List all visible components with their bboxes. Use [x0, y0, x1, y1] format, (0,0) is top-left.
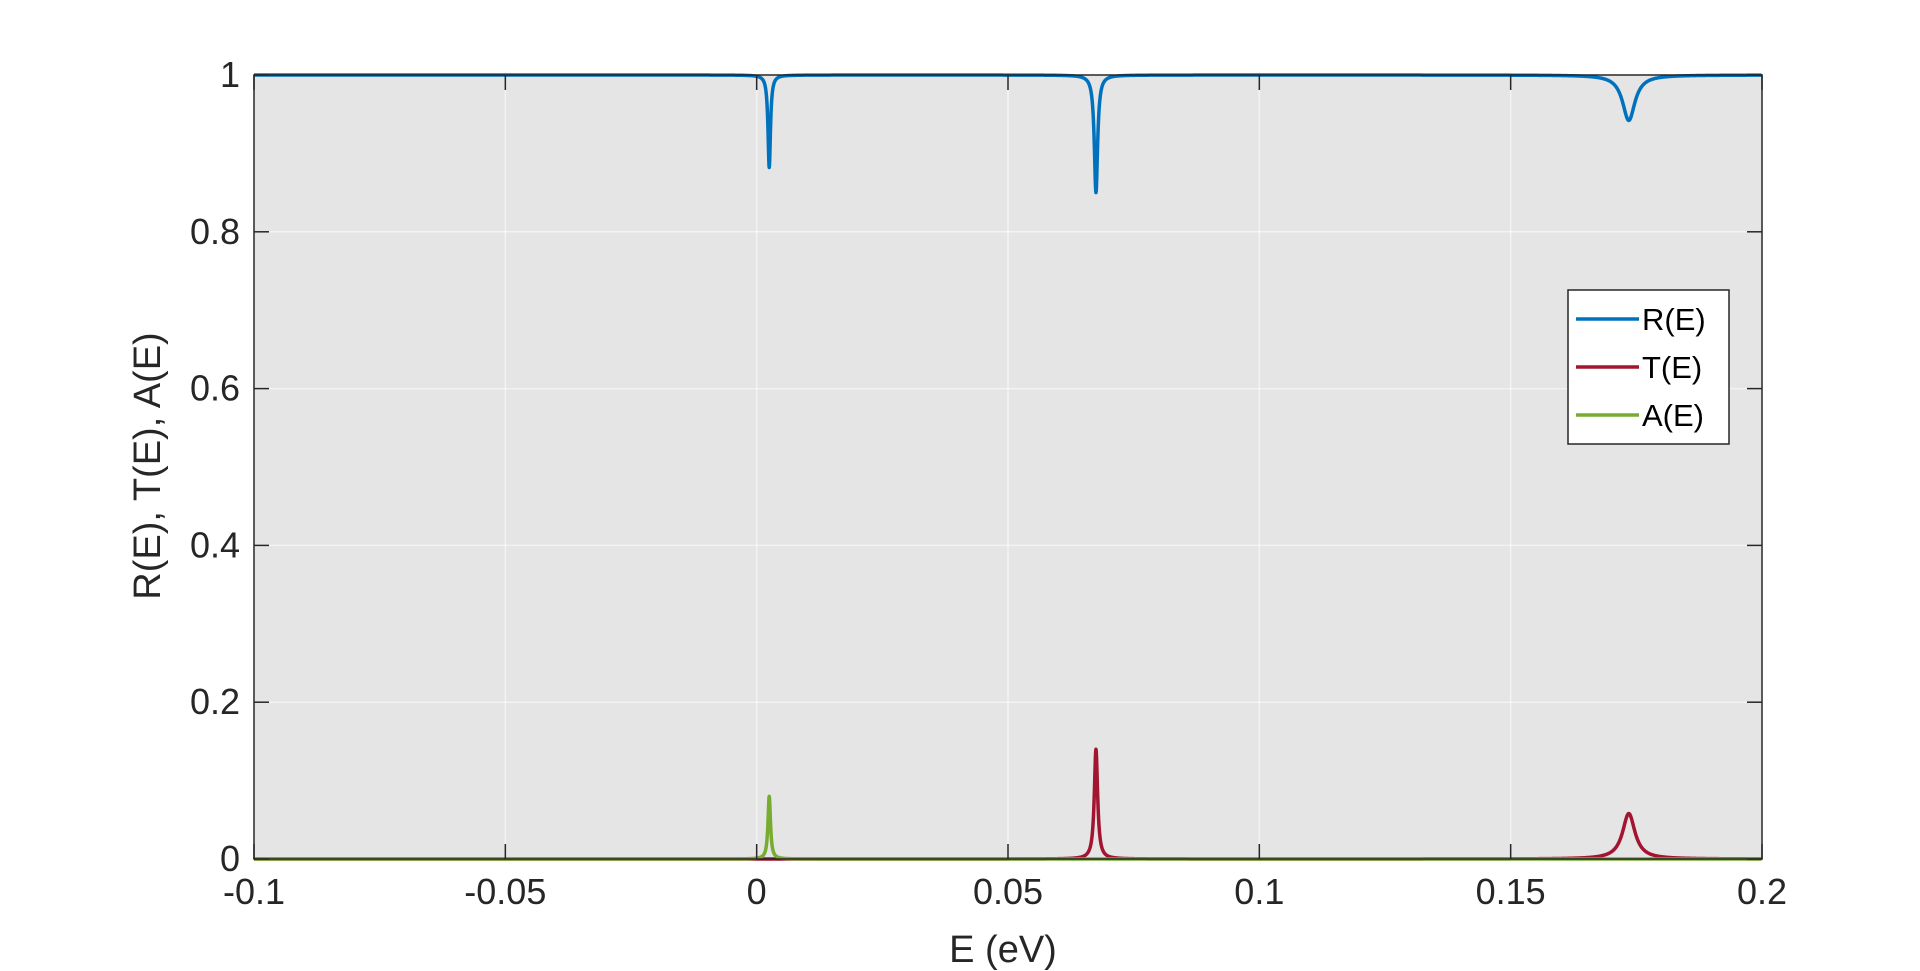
x-tick-label: 0.15 — [1476, 871, 1546, 912]
y-tick-label: 1 — [220, 54, 240, 95]
x-tick-label: -0.05 — [464, 871, 546, 912]
x-tick-label: -0.1 — [223, 871, 285, 912]
x-axis-label: E (eV) — [949, 929, 1057, 971]
legend-label-t-e: T(E) — [1642, 350, 1702, 385]
legend[interactable]: R(E) T(E) A(E) — [1567, 289, 1730, 445]
y-tick-label: 0.6 — [190, 368, 240, 409]
x-tick-label: 0.05 — [973, 871, 1043, 912]
x-tick-label: 0 — [747, 871, 767, 912]
axis-ticks: -0.1 -0.05 0 0.05 0.1 0.15 0.2 0 0.2 0.4 0.6 0.8 1 — [190, 54, 1787, 912]
x-tick-label: 0.2 — [1737, 871, 1787, 912]
y-tick-label: 0.2 — [190, 681, 240, 722]
y-tick-label: 0.8 — [190, 211, 240, 252]
y-tick-label: 0.4 — [190, 524, 240, 565]
y-tick-label: 0 — [220, 838, 240, 879]
legend-label-r-e: R(E) — [1642, 302, 1706, 337]
y-axis-label: R(E), T(E), A(E) — [127, 332, 169, 599]
legend-label-a-e: A(E) — [1642, 398, 1704, 433]
x-tick-label: 0.1 — [1234, 871, 1284, 912]
